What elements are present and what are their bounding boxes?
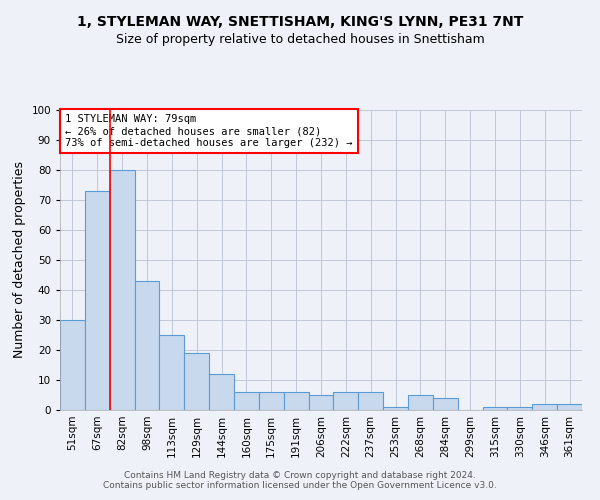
Bar	[259, 392, 284, 410]
Bar	[60, 320, 85, 410]
Bar	[234, 392, 259, 410]
Bar	[184, 353, 209, 410]
Bar	[308, 395, 334, 410]
Bar	[408, 395, 433, 410]
Bar	[134, 281, 160, 410]
Text: Size of property relative to detached houses in Snettisham: Size of property relative to detached ho…	[116, 32, 484, 46]
Bar	[334, 392, 358, 410]
Bar	[508, 407, 532, 410]
Bar	[532, 404, 557, 410]
Bar	[433, 398, 458, 410]
Bar	[383, 407, 408, 410]
Bar	[284, 392, 308, 410]
Bar	[358, 392, 383, 410]
Bar	[160, 335, 184, 410]
Y-axis label: Number of detached properties: Number of detached properties	[13, 162, 26, 358]
Bar	[557, 404, 582, 410]
Bar	[209, 374, 234, 410]
Text: Contains public sector information licensed under the Open Government Licence v3: Contains public sector information licen…	[103, 481, 497, 490]
Bar	[110, 170, 134, 410]
Text: 1 STYLEMAN WAY: 79sqm
← 26% of detached houses are smaller (82)
73% of semi-deta: 1 STYLEMAN WAY: 79sqm ← 26% of detached …	[65, 114, 353, 148]
Bar	[482, 407, 508, 410]
Bar	[85, 191, 110, 410]
Text: Contains HM Land Registry data © Crown copyright and database right 2024.: Contains HM Land Registry data © Crown c…	[124, 471, 476, 480]
Text: 1, STYLEMAN WAY, SNETTISHAM, KING'S LYNN, PE31 7NT: 1, STYLEMAN WAY, SNETTISHAM, KING'S LYNN…	[77, 15, 523, 29]
